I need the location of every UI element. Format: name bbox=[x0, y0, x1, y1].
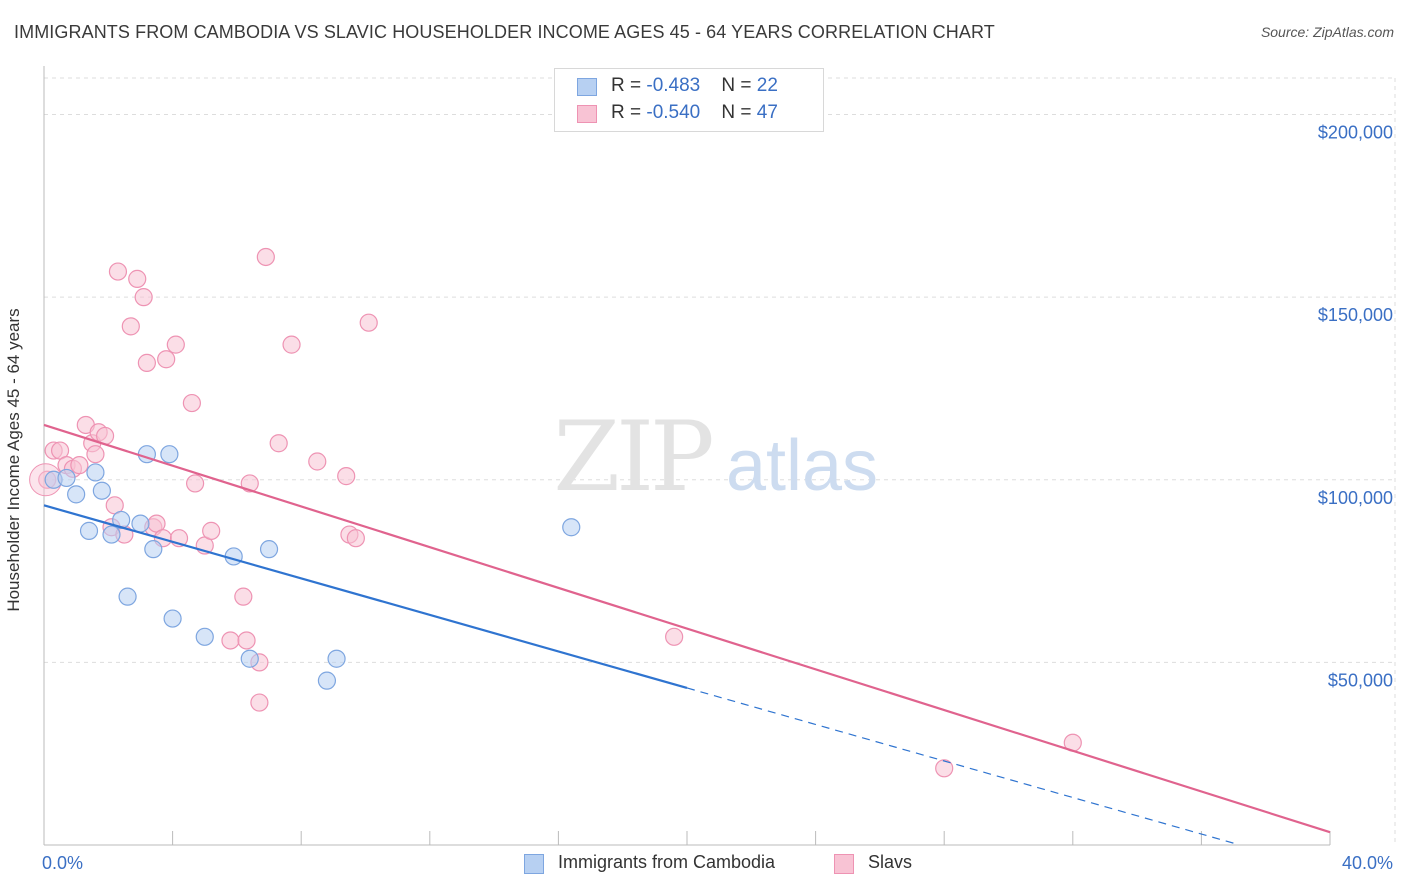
x-tick-label: 0.0% bbox=[42, 853, 83, 873]
slavs-point bbox=[186, 474, 205, 493]
cambodia-trend-extension bbox=[686, 687, 1234, 844]
cambodia-point bbox=[102, 525, 121, 544]
slavs-point bbox=[250, 693, 269, 712]
cambodia-point bbox=[562, 518, 581, 537]
y-tick-label: $150,000 bbox=[1318, 305, 1393, 325]
cambodia-point bbox=[79, 521, 99, 540]
cambodia-point bbox=[240, 649, 259, 668]
y-tick-label: $100,000 bbox=[1318, 488, 1393, 508]
slavs-point bbox=[234, 587, 253, 606]
cambodia-points bbox=[44, 445, 581, 690]
legend-r-label: R = bbox=[611, 102, 647, 123]
y-axis-label: Householder Income Ages 45 - 64 years bbox=[4, 308, 23, 612]
axes bbox=[43, 66, 1331, 846]
watermark-atlas: atlas bbox=[726, 426, 878, 506]
legend-r-label: R = bbox=[611, 75, 647, 96]
slavs-point bbox=[128, 269, 147, 288]
slavs-point bbox=[337, 467, 356, 486]
slavs-point bbox=[108, 262, 128, 281]
legend-n-value: 47 bbox=[756, 102, 778, 123]
watermark-zip: ZIP bbox=[553, 401, 712, 513]
correlation-legend: R = -0.483 N = 22 R = -0.540 N = 47 bbox=[554, 68, 824, 132]
cambodia-point bbox=[118, 587, 137, 606]
slavs-point bbox=[182, 393, 201, 413]
legend-n-value: 22 bbox=[756, 75, 778, 96]
slavs-point bbox=[202, 521, 221, 540]
legend-r-value: -0.483 bbox=[646, 75, 701, 96]
cambodia-point bbox=[57, 468, 76, 488]
bottom-legend-label: Immigrants from Cambodia bbox=[558, 852, 776, 872]
cambodia-point bbox=[144, 540, 163, 559]
slavs-point bbox=[282, 335, 301, 354]
cambodia-point bbox=[160, 445, 179, 464]
tick-labels: $50,000 $100,000 $150,000 $200,000 0.0% 40.0% bbox=[42, 123, 1393, 873]
chart-title: IMMIGRANTS FROM CAMBODIA VS SLAVIC HOUSE… bbox=[14, 22, 995, 42]
cambodia-point bbox=[67, 485, 86, 504]
slavs-point bbox=[166, 335, 185, 354]
legend-r-value: -0.540 bbox=[646, 102, 701, 123]
y-tick-label: $200,000 bbox=[1318, 123, 1393, 143]
slavs-point bbox=[346, 529, 365, 548]
legend-swatch-blue bbox=[577, 78, 597, 96]
slavs-point bbox=[121, 317, 140, 336]
cambodia-point bbox=[317, 671, 337, 690]
slavs-point bbox=[269, 434, 288, 453]
cambodia-point bbox=[86, 463, 105, 482]
x-tick-label: 40.0% bbox=[1342, 853, 1393, 873]
bottom-legend-label: Slavs bbox=[868, 852, 913, 872]
slavs-point bbox=[86, 445, 105, 464]
cambodia-point bbox=[131, 514, 150, 533]
slavs-trend-line bbox=[43, 423, 1331, 834]
slavs-point bbox=[134, 288, 153, 307]
bottom-legend-swatch-pink bbox=[834, 854, 854, 874]
cambodia-point bbox=[163, 609, 182, 628]
slavs-point bbox=[665, 627, 684, 646]
trend-lines bbox=[43, 423, 1331, 844]
slavs-point bbox=[237, 631, 256, 650]
cambodia-point bbox=[259, 540, 279, 559]
y-axis-label-wrap: Householder Income Ages 45 - 64 years bbox=[4, 308, 38, 611]
slavs-point bbox=[359, 313, 378, 332]
legend-text: R = -0.540 N = 47 bbox=[611, 102, 778, 124]
bottom-legend-swatch-blue bbox=[524, 854, 544, 874]
legend-text: R = -0.483 N = 22 bbox=[611, 75, 778, 97]
legend-n-label: N = bbox=[721, 75, 757, 96]
slavs-point bbox=[935, 759, 954, 778]
slavs-point bbox=[137, 353, 156, 372]
slavs-point bbox=[157, 350, 176, 369]
watermark: ZIP atlas bbox=[553, 401, 878, 513]
cambodia-point bbox=[195, 627, 214, 646]
slavs-point bbox=[256, 247, 275, 267]
cambodia-point bbox=[327, 649, 346, 668]
source-credit: Source: ZipAtlas.com bbox=[1260, 24, 1394, 40]
cambodia-trend-line bbox=[43, 504, 688, 690]
legend-n-label: N = bbox=[721, 102, 757, 123]
gridlines bbox=[44, 77, 1396, 845]
cambodia-point bbox=[92, 481, 111, 500]
slavs-point bbox=[70, 456, 89, 475]
slavs-point bbox=[221, 631, 240, 650]
legend-swatch-pink bbox=[577, 105, 597, 123]
cambodia-point bbox=[112, 510, 131, 530]
slavs-point bbox=[308, 452, 327, 471]
y-tick-label: $50,000 bbox=[1328, 670, 1393, 690]
